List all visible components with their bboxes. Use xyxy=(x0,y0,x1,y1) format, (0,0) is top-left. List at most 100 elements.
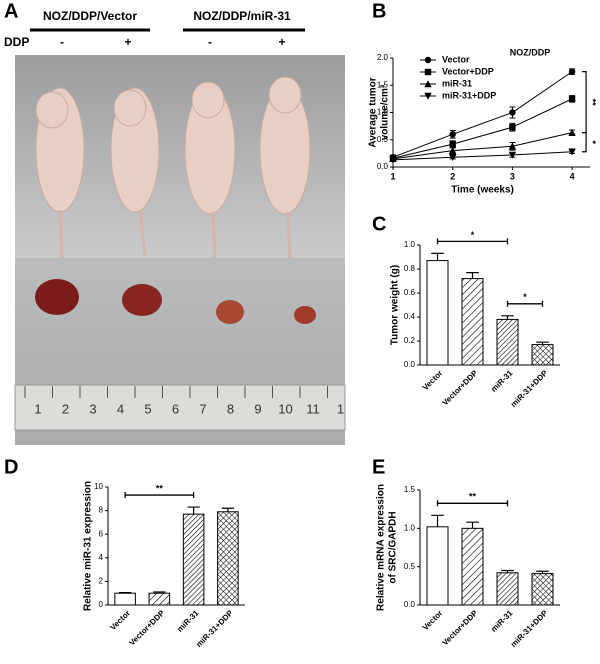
ruler-number: 8 xyxy=(227,401,234,416)
x-tick-label: Vector+DDP xyxy=(440,368,479,407)
x-tick-label: 4 xyxy=(570,171,575,181)
marker xyxy=(424,56,432,64)
marker xyxy=(508,142,517,150)
bar xyxy=(426,526,449,606)
x-tick-label: 1 xyxy=(390,171,395,181)
marker xyxy=(448,153,457,161)
y-tick-label: 2 xyxy=(99,577,104,586)
x-tick-label: Vector+DDP xyxy=(127,608,166,647)
x-tick-label: miR-31+DDP xyxy=(509,368,550,409)
y-tick-label: 1.0 xyxy=(404,240,416,249)
bar xyxy=(182,513,205,606)
panel-label: A xyxy=(4,0,18,22)
marker xyxy=(424,80,432,88)
marker xyxy=(424,92,432,100)
y-tick-label: 0.0 xyxy=(377,162,389,171)
ruler-number: 7 xyxy=(199,401,206,416)
row-label: DDP xyxy=(4,35,29,49)
mice xyxy=(35,76,311,215)
marker xyxy=(568,128,576,136)
marker xyxy=(509,109,516,116)
line xyxy=(392,132,573,160)
significance-bracket xyxy=(582,132,587,153)
x-tick-label: Vector xyxy=(108,609,132,633)
panel-a: A NOZ/DDP/Vector NOZ/DDP/miR-31 DDP - + … xyxy=(4,0,346,445)
y-tick-label: 1.5 xyxy=(404,485,416,494)
significance: ** xyxy=(469,492,477,502)
x-axis-label: Time (weeks) xyxy=(451,185,514,196)
y-tick-label: 0.5 xyxy=(404,562,416,571)
chart-title: NOZ/DDP xyxy=(510,47,551,57)
treatment: - xyxy=(60,35,64,49)
error-bar xyxy=(501,315,514,320)
chart: B 0.0 0.5 1.0 1.5 2.0 Average tumor volume/cm³ 1… xyxy=(368,0,598,195)
significance: * xyxy=(471,230,475,240)
x-tick-label: 2 xyxy=(450,171,455,181)
y-tick-label: 1.5 xyxy=(377,80,389,89)
line xyxy=(392,71,573,158)
bar xyxy=(148,592,171,606)
ruler-number: 1 xyxy=(34,401,41,416)
error-bar xyxy=(187,506,200,515)
ruler-numbers: 1 2 3 4 5 6 7 8 9 10 11 1 xyxy=(24,386,344,416)
line xyxy=(392,98,573,159)
marker xyxy=(449,131,456,138)
marker xyxy=(509,124,516,131)
y-tick-label: 1.0 xyxy=(404,523,416,532)
bar xyxy=(496,318,519,366)
y-tick-label: 0.0 xyxy=(404,600,416,609)
bar xyxy=(217,511,239,606)
legend-label: miR-31+DDP xyxy=(442,90,496,100)
significance: ** xyxy=(156,483,164,493)
treatment: + xyxy=(124,35,131,49)
y-axis-label: volume/cm³ xyxy=(380,84,391,140)
legend-label: Vector+DDP xyxy=(442,66,494,76)
significance: * xyxy=(588,140,598,144)
marker xyxy=(568,148,576,156)
error-bar xyxy=(466,521,479,529)
chart: C 0.0 0.2 0.4 0.6 0.8 1.0 Tumor weight (g) Vecto… xyxy=(372,213,560,409)
bar xyxy=(461,527,484,606)
y-tick-label: 0.2 xyxy=(404,336,416,345)
marker xyxy=(568,68,576,75)
significance-bracket xyxy=(582,71,587,134)
y-axis-label: of SRC/GAPDH xyxy=(388,511,399,583)
marker xyxy=(449,140,456,148)
x-tick-label: Vector+DDP xyxy=(440,608,479,647)
significance: ** xyxy=(588,99,598,107)
line xyxy=(392,151,573,161)
y-tick-label: 0 xyxy=(99,600,104,609)
marker xyxy=(568,95,576,103)
bar xyxy=(426,260,449,366)
significance-bracket xyxy=(124,492,195,499)
marker xyxy=(424,68,432,76)
treatment: - xyxy=(208,35,212,49)
panel-label: E xyxy=(372,456,385,478)
ruler-number: 2 xyxy=(62,401,69,416)
significance-bracket xyxy=(436,238,509,245)
x-tick-label: miR-31+DDP xyxy=(194,608,235,649)
y-tick-label: 0.0 xyxy=(404,360,416,369)
y-tick-label: 8 xyxy=(99,506,104,515)
ruler-number: 4 xyxy=(117,401,124,416)
y-tick-label: 0.5 xyxy=(377,135,389,144)
y-tick-label: 0.4 xyxy=(404,312,416,321)
ruler-number: 3 xyxy=(89,401,96,416)
group-label: NOZ/DDP/miR-31 xyxy=(193,9,291,23)
marker xyxy=(448,146,457,154)
x-tick-label: miR-31 xyxy=(489,608,515,634)
treatment: + xyxy=(278,35,285,49)
ruler-number: 5 xyxy=(144,401,151,416)
marker xyxy=(508,151,517,159)
marker xyxy=(389,156,397,164)
ruler-number: 6 xyxy=(172,401,179,416)
significance-bracket xyxy=(506,300,544,307)
tumors xyxy=(35,279,316,324)
x-tick-label: Vector xyxy=(421,369,445,393)
x-tick-label: miR-31 xyxy=(175,608,201,634)
significance-bracket xyxy=(436,500,509,507)
panel-label: B xyxy=(372,0,386,22)
y-tick-label: 4 xyxy=(99,553,104,562)
ruler-number: 11 xyxy=(306,401,320,416)
